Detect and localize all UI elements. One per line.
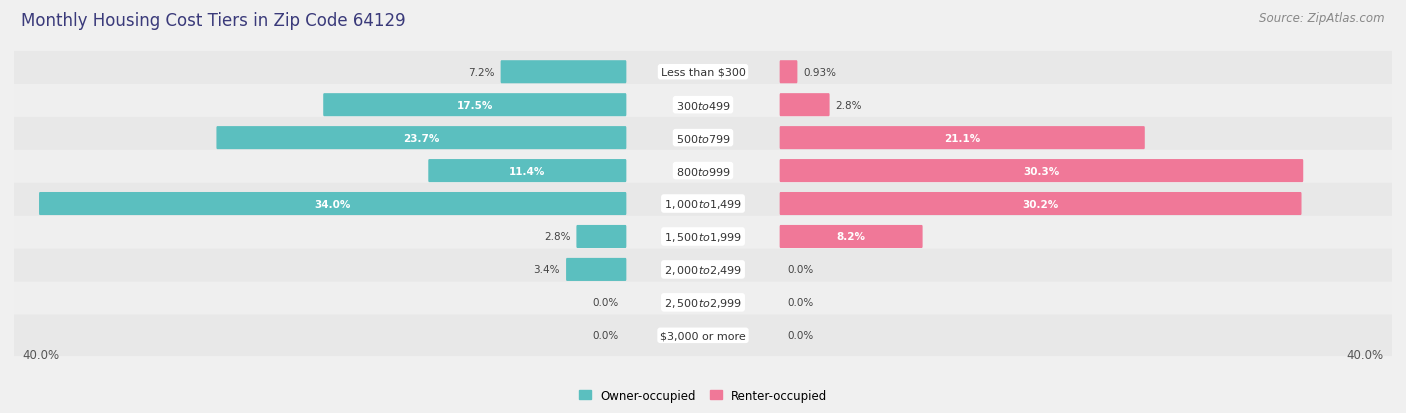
FancyBboxPatch shape [39, 192, 626, 216]
FancyBboxPatch shape [11, 85, 1395, 126]
Text: 0.0%: 0.0% [787, 298, 814, 308]
Text: 8.2%: 8.2% [837, 232, 866, 242]
FancyBboxPatch shape [780, 127, 1144, 150]
FancyBboxPatch shape [780, 225, 922, 248]
Text: 2.8%: 2.8% [835, 100, 862, 110]
Text: Source: ZipAtlas.com: Source: ZipAtlas.com [1260, 12, 1385, 25]
Text: $800 to $999: $800 to $999 [675, 165, 731, 177]
FancyBboxPatch shape [429, 160, 626, 183]
Text: $500 to $799: $500 to $799 [675, 132, 731, 144]
Text: 0.0%: 0.0% [787, 265, 814, 275]
FancyBboxPatch shape [11, 183, 1395, 225]
Text: $300 to $499: $300 to $499 [675, 100, 731, 112]
FancyBboxPatch shape [11, 52, 1395, 93]
FancyBboxPatch shape [11, 249, 1395, 290]
Legend: Owner-occupied, Renter-occupied: Owner-occupied, Renter-occupied [572, 383, 834, 408]
FancyBboxPatch shape [217, 127, 626, 150]
Text: 17.5%: 17.5% [457, 100, 494, 110]
Text: Less than $300: Less than $300 [661, 68, 745, 78]
Text: 21.1%: 21.1% [943, 133, 980, 143]
FancyBboxPatch shape [780, 160, 1303, 183]
FancyBboxPatch shape [11, 118, 1395, 159]
Text: $1,000 to $1,499: $1,000 to $1,499 [664, 197, 742, 211]
Text: 0.0%: 0.0% [787, 330, 814, 340]
Text: $2,500 to $2,999: $2,500 to $2,999 [664, 296, 742, 309]
Text: 3.4%: 3.4% [533, 265, 560, 275]
Text: 7.2%: 7.2% [468, 68, 495, 78]
Text: $2,000 to $2,499: $2,000 to $2,499 [664, 263, 742, 276]
FancyBboxPatch shape [11, 282, 1395, 323]
FancyBboxPatch shape [11, 216, 1395, 258]
Text: 40.0%: 40.0% [22, 348, 60, 361]
Text: 30.2%: 30.2% [1022, 199, 1059, 209]
FancyBboxPatch shape [501, 61, 626, 84]
Text: 2.8%: 2.8% [544, 232, 571, 242]
Text: 30.3%: 30.3% [1024, 166, 1060, 176]
FancyBboxPatch shape [780, 61, 797, 84]
Text: 0.0%: 0.0% [592, 298, 619, 308]
FancyBboxPatch shape [567, 258, 626, 281]
Text: $1,500 to $1,999: $1,500 to $1,999 [664, 230, 742, 243]
Text: Monthly Housing Cost Tiers in Zip Code 64129: Monthly Housing Cost Tiers in Zip Code 6… [21, 12, 406, 30]
Text: 34.0%: 34.0% [315, 199, 352, 209]
Text: 0.93%: 0.93% [803, 68, 837, 78]
FancyBboxPatch shape [11, 315, 1395, 356]
FancyBboxPatch shape [780, 192, 1302, 216]
FancyBboxPatch shape [780, 94, 830, 117]
FancyBboxPatch shape [11, 150, 1395, 192]
FancyBboxPatch shape [576, 225, 626, 248]
FancyBboxPatch shape [323, 94, 626, 117]
Text: $3,000 or more: $3,000 or more [661, 330, 745, 340]
Text: 0.0%: 0.0% [592, 330, 619, 340]
Text: 11.4%: 11.4% [509, 166, 546, 176]
Text: 23.7%: 23.7% [404, 133, 440, 143]
Text: 40.0%: 40.0% [1346, 348, 1384, 361]
